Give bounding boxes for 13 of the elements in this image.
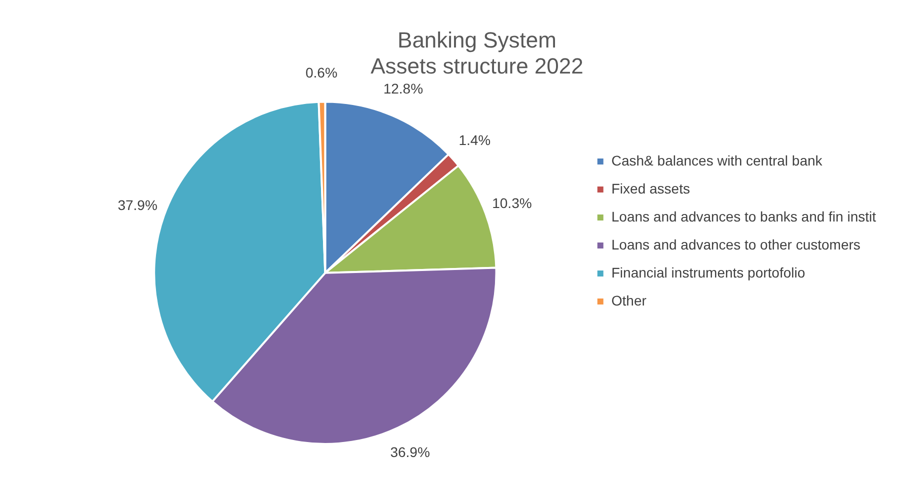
data-label: 37.9%: [118, 197, 158, 214]
data-label: 1.4%: [458, 132, 491, 148]
legend-label: Other: [611, 292, 647, 308]
legend-label: Cash& balances with central bank: [611, 152, 824, 168]
data-label: 10.3%: [492, 194, 532, 211]
legend-label: Loans and advances to banks and fin instit: [611, 208, 876, 224]
legend-label: Loans and advances to other customers: [611, 236, 860, 252]
chart-title: Banking System Assets structure 2022: [370, 27, 584, 79]
data-label: 12.8%: [383, 80, 424, 97]
data-label: 36.9%: [390, 444, 430, 460]
legend-label: Financial instruments portofolio: [611, 264, 806, 280]
data-label: 0.6%: [305, 64, 338, 81]
legend-label: Fixed assets: [611, 180, 690, 196]
